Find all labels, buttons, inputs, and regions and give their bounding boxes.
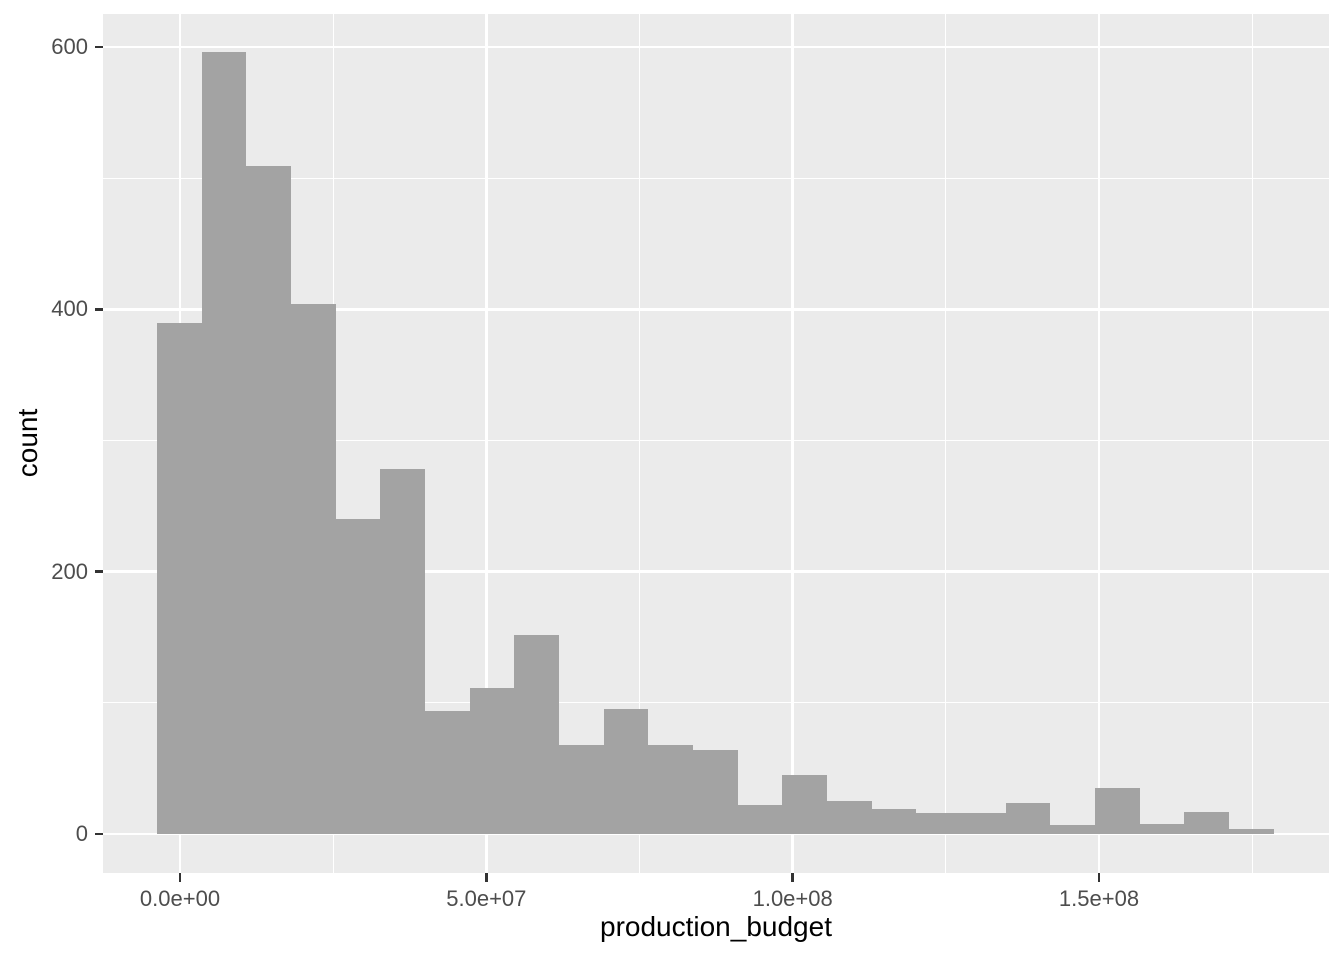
y-tick-mark (94, 308, 103, 311)
x-tick-mark (1097, 873, 1101, 882)
x-tick-label: 1.0e+08 (752, 886, 833, 911)
y-minor-gridline (103, 177, 1329, 179)
histogram-bar (1050, 824, 1095, 835)
histogram-bar (782, 775, 827, 835)
y-minor-gridline (103, 702, 1329, 704)
histogram-bar (871, 809, 917, 835)
histogram-bar (514, 634, 559, 835)
histogram-bar (916, 813, 961, 835)
y-tick-label: 200 (51, 558, 88, 584)
x-major-gridline (791, 14, 794, 873)
plot-panel (103, 14, 1329, 873)
x-tick-mark (791, 873, 794, 882)
y-axis-title: count (12, 408, 43, 478)
y-major-gridline (103, 832, 1329, 836)
histogram-bar (1005, 802, 1051, 835)
y-tick-mark (94, 570, 103, 573)
x-major-gridline (1097, 14, 1101, 873)
y-major-gridline (103, 45, 1329, 49)
y-tick-label: 0 (75, 821, 88, 847)
histogram-bar (469, 688, 515, 835)
histogram-bar (157, 322, 202, 835)
y-tick-label: 400 (51, 296, 88, 322)
histogram-bar (1228, 828, 1274, 835)
histogram-bar (960, 813, 1006, 835)
histogram-bar (291, 304, 336, 835)
histogram-bar (1094, 788, 1140, 835)
x-major-gridline (485, 14, 488, 873)
x-tick-mark (178, 873, 182, 882)
histogram-bar (246, 166, 291, 835)
histogram-bar (201, 52, 247, 835)
y-tick-label: 600 (51, 34, 88, 60)
histogram-bar (559, 744, 604, 835)
x-minor-gridline (638, 14, 641, 873)
x-minor-gridline (945, 14, 947, 873)
x-tick-mark (485, 873, 488, 882)
histogram-bar (692, 750, 738, 835)
histogram-bar (826, 801, 872, 835)
histogram-bar (737, 805, 783, 835)
histogram-bar (648, 744, 693, 835)
x-tick-label: 1.5e+08 (1058, 886, 1140, 911)
x-tick-label: 0.0e+00 (139, 886, 221, 911)
histogram-bar (380, 469, 425, 835)
y-major-gridline (103, 308, 1329, 311)
x-tick-label: 5.0e+07 (446, 886, 527, 911)
y-major-gridline (103, 570, 1329, 573)
y-minor-gridline (103, 439, 1329, 442)
histogram-bar (335, 519, 381, 835)
y-tick-mark (94, 832, 103, 836)
x-axis-title: production_budget (600, 911, 832, 942)
histogram-bar (425, 710, 470, 835)
x-minor-gridline (1251, 14, 1253, 873)
histogram-bar (1139, 823, 1185, 835)
histogram-bar (1184, 811, 1229, 835)
y-tick-mark (94, 45, 103, 49)
histogram-bar (603, 709, 649, 835)
